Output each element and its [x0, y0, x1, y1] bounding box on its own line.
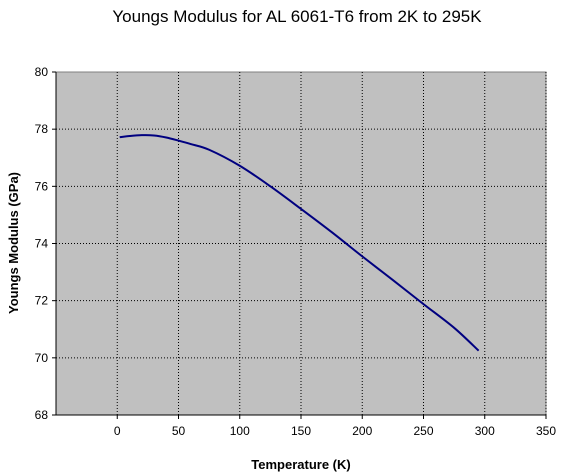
- y-tick-label: 70: [35, 351, 49, 365]
- y-tick-label: 74: [35, 237, 49, 251]
- y-axis-label: Youngs Modulus (GPa): [6, 172, 21, 314]
- y-tick-label: 78: [35, 122, 49, 136]
- x-tick-label: 200: [352, 424, 372, 438]
- y-tick-label: 76: [35, 179, 49, 193]
- chart-title: Youngs Modulus for AL 6061-T6 from 2K to…: [112, 7, 482, 26]
- series-line: [119, 134, 480, 352]
- x-tick-label: 0: [114, 424, 121, 438]
- y-tick-label: 80: [35, 65, 49, 79]
- y-tick-label: 72: [35, 294, 49, 308]
- x-axis-label: Temperature (K): [251, 457, 350, 472]
- ticks: 0 50 100 150 200 250 300 350 68 70 72 74 76 78 80: [35, 65, 557, 438]
- x-tick-label: 50: [172, 424, 186, 438]
- y-tick-label: 68: [35, 408, 49, 422]
- x-tick-label: 350: [536, 424, 556, 438]
- x-tick-label: 100: [230, 424, 250, 438]
- series-layer: [119, 134, 480, 352]
- x-tick-label: 300: [475, 424, 495, 438]
- x-tick-label: 250: [413, 424, 433, 438]
- grid: [56, 72, 547, 415]
- x-tick-label: 150: [291, 424, 311, 438]
